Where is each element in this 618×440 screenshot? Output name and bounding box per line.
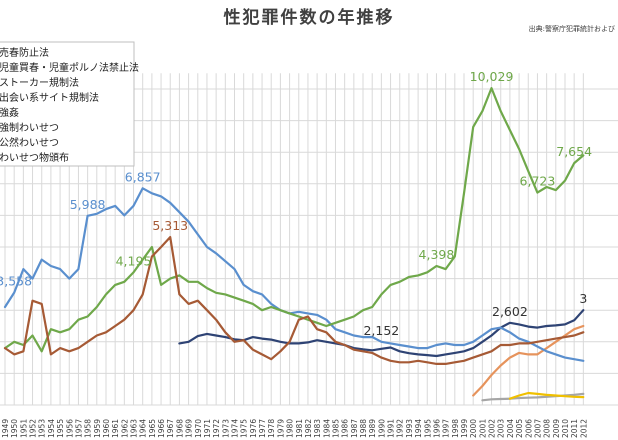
x-tick-label: 2011 xyxy=(570,419,579,438)
x-tick-label: 1998 xyxy=(451,419,460,438)
x-tick-label: 1955 xyxy=(56,419,65,438)
x-tick-label: 1965 xyxy=(148,419,157,438)
x-tick-label: 1999 xyxy=(460,419,469,438)
x-tick-label: 1957 xyxy=(74,419,83,438)
x-tick-label: 1961 xyxy=(111,419,120,438)
x-tick-label: 1974 xyxy=(231,419,240,438)
x-tick-label: 2005 xyxy=(515,419,524,438)
data-labels: 3,558 5,988 6,857 4,195 5,313 2,152 4,398 10,02… xyxy=(0,69,592,338)
data-label: 10,029 xyxy=(470,69,514,84)
legend-item-1: 児童買春・児童ポルノ法禁止法 xyxy=(0,61,139,74)
x-tick-label: 1984 xyxy=(322,419,331,438)
x-tick-label: 2012 xyxy=(579,419,588,438)
x-tick-label: 1976 xyxy=(249,419,258,438)
x-tick-label: 1972 xyxy=(212,419,221,438)
x-tick-label: 1970 xyxy=(194,419,203,438)
x-tick-label: 1952 xyxy=(29,419,38,438)
x-tick-label: 2007 xyxy=(533,419,542,438)
x-tick-label: 1963 xyxy=(130,419,139,438)
x-tick-label: 1989 xyxy=(368,419,377,438)
x-tick-label: 1962 xyxy=(120,419,129,438)
series-line-0 xyxy=(178,309,585,358)
data-label: 7,654 xyxy=(556,144,592,159)
x-tick-label: 1993 xyxy=(405,419,414,438)
chart-source-note: 出典:警察庁犯罪統計および xyxy=(529,24,615,33)
x-tick-label: 1991 xyxy=(387,419,396,438)
data-label: 2,602 xyxy=(492,304,528,319)
x-tick-label: 2002 xyxy=(488,419,497,438)
legend-item-6: 公然わいせつ xyxy=(0,136,59,149)
x-tick-label: 1949 xyxy=(1,419,10,438)
x-tick-label: 1992 xyxy=(396,419,405,438)
data-label: 4,195 xyxy=(116,253,152,268)
x-tick-label: 1967 xyxy=(166,419,175,438)
x-tick-label: 1973 xyxy=(221,419,230,438)
x-tick-label: 2004 xyxy=(506,419,515,438)
x-tick-label: 1994 xyxy=(414,419,423,438)
x-tick-label: 1980 xyxy=(286,419,295,438)
x-tick-label: 1966 xyxy=(157,419,166,438)
legend-item-5: 強制わいせつ xyxy=(0,121,59,134)
x-tick-label: 2006 xyxy=(524,419,533,438)
series-line-5 xyxy=(3,87,585,353)
x-tick-label: 1978 xyxy=(267,419,276,438)
data-label: 6,857 xyxy=(125,169,161,184)
x-tick-label: 2001 xyxy=(478,419,487,438)
data-label: 5,988 xyxy=(70,197,106,212)
data-label: 5,313 xyxy=(152,218,188,233)
series-lines xyxy=(3,87,585,402)
x-tick-label: 1969 xyxy=(185,419,194,438)
data-label: 4,398 xyxy=(419,247,455,262)
x-tick-label: 1964 xyxy=(139,419,148,438)
legend-item-0: 売春防止法 xyxy=(0,46,49,59)
x-tick-label: 1987 xyxy=(350,419,359,438)
x-tick-label: 2000 xyxy=(469,419,478,438)
x-tick-label: 1979 xyxy=(276,419,285,438)
x-tick-label: 2009 xyxy=(552,419,561,438)
x-tick-label: 2003 xyxy=(497,419,506,438)
x-tick-label: 1996 xyxy=(432,419,441,438)
x-tick-label: 1954 xyxy=(47,419,56,438)
x-tick-label: 1951 xyxy=(19,419,28,438)
legend: 売春防止法児童買春・児童ポルノ法禁止法ストーカー規制法出会い系サイト規制法強姦強… xyxy=(0,41,139,167)
series-line-1 xyxy=(472,324,585,397)
x-tick-label: 2010 xyxy=(561,419,570,438)
x-tick-label: 1968 xyxy=(175,419,184,438)
x-tick-label: 1958 xyxy=(84,419,93,438)
x-tick-label: 1977 xyxy=(258,419,267,438)
x-tick-label: 1956 xyxy=(65,419,74,438)
x-tick-label: 1995 xyxy=(423,419,432,438)
x-axis-ticks: 1949 1950 1951 1952 1953 1954 1955 1956 1957 1958… xyxy=(1,419,588,438)
legend-item-7: わいせつ物頒布 xyxy=(0,151,69,164)
data-label: 2,152 xyxy=(363,323,399,338)
x-tick-label: 1997 xyxy=(442,419,451,438)
x-tick-label: 1975 xyxy=(240,419,249,438)
x-tick-label: 2008 xyxy=(543,419,552,438)
x-tick-label: 1990 xyxy=(377,419,386,438)
x-tick-label: 1971 xyxy=(203,419,212,438)
x-tick-label: 1985 xyxy=(331,419,340,438)
series-line-3 xyxy=(508,391,585,400)
x-tick-label: 1986 xyxy=(341,419,350,438)
x-tick-label: 1953 xyxy=(38,419,47,438)
legend-item-3: 出会い系サイト規制法 xyxy=(0,91,99,104)
legend-item-4: 強姦 xyxy=(0,106,19,119)
x-tick-label: 1988 xyxy=(359,419,368,438)
data-label: 3,558 xyxy=(0,274,32,289)
legend-box xyxy=(0,41,135,167)
x-tick-label: 1982 xyxy=(304,419,313,438)
chart-title: 性犯罪件数の年推移 xyxy=(224,7,395,28)
data-label: 6,723 xyxy=(520,174,556,189)
x-tick-label: 1950 xyxy=(10,419,19,438)
data-label: 3 xyxy=(579,291,587,306)
x-tick-label: 1960 xyxy=(102,419,111,438)
x-tick-label: 1983 xyxy=(313,419,322,438)
x-tick-label: 1981 xyxy=(295,419,304,438)
series-line-7 xyxy=(3,236,585,365)
series-line-4 xyxy=(3,187,585,362)
legend-item-2: ストーカー規制法 xyxy=(0,76,79,89)
x-tick-label: 1959 xyxy=(93,419,102,438)
